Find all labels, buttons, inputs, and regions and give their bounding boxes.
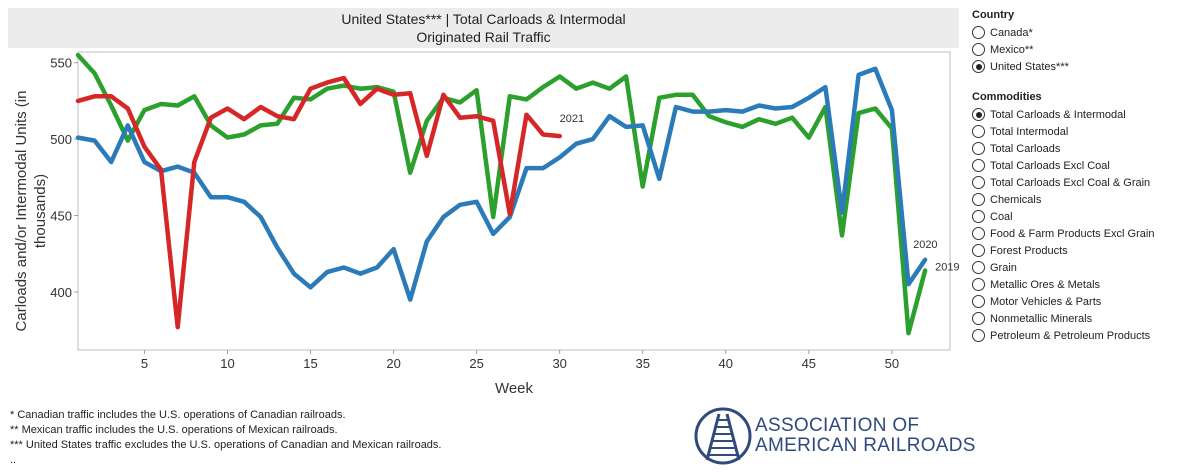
logo-line2: AMERICAN RAILROADS bbox=[755, 436, 976, 456]
commodity-option[interactable]: Nonmetallic Minerals bbox=[972, 310, 1197, 327]
logo-wordmark: ASSOCIATION OF AMERICAN RAILROADS bbox=[755, 416, 976, 456]
commodity-option[interactable]: Petroleum & Petroleum Products bbox=[972, 327, 1197, 344]
commodity-option[interactable]: Forest Products bbox=[972, 242, 1197, 259]
y-tick-label: 400 bbox=[50, 285, 72, 300]
commodity-option[interactable]: Food & Farm Products Excl Grain bbox=[972, 225, 1197, 242]
y-tick-label: 500 bbox=[50, 132, 72, 147]
commodity-option[interactable]: Total Carloads Excl Coal & Grain bbox=[972, 174, 1197, 191]
commodity-option-label: Total Carloads bbox=[990, 143, 1060, 155]
logo-line1: ASSOCIATION OF bbox=[755, 416, 976, 436]
x-tick-label: 40 bbox=[719, 356, 733, 371]
x-tick-label: 10 bbox=[220, 356, 234, 371]
commodity-option[interactable]: Total Carloads & Intermodal bbox=[972, 106, 1197, 123]
railroad-track-icon bbox=[693, 404, 753, 468]
commodity-option-label: Total Intermodal bbox=[990, 126, 1068, 138]
radio-button-icon[interactable] bbox=[972, 176, 985, 189]
radio-button-icon[interactable] bbox=[972, 193, 985, 206]
radio-button-icon[interactable] bbox=[972, 43, 985, 56]
commodity-option-label: Grain bbox=[990, 262, 1017, 274]
y-tick-label: 450 bbox=[50, 209, 72, 224]
radio-button-icon[interactable] bbox=[972, 142, 985, 155]
radio-button-icon[interactable] bbox=[972, 278, 985, 291]
commodities-filter: Commodities Total Carloads & Intermodal T… bbox=[972, 91, 1197, 344]
commodity-option[interactable]: Chemicals bbox=[972, 191, 1197, 208]
radio-button-icon[interactable] bbox=[972, 244, 985, 257]
footnote: .. bbox=[10, 453, 441, 468]
commodity-option-label: Nonmetallic Minerals bbox=[990, 313, 1092, 325]
aar-logo: ASSOCIATION OF AMERICAN RAILROADS bbox=[693, 404, 953, 468]
x-tick-label: 50 bbox=[885, 356, 899, 371]
radio-button-icon[interactable] bbox=[972, 329, 985, 342]
radio-button-icon[interactable] bbox=[972, 159, 985, 172]
country-filter: Country Canada* Mexico** United States*** bbox=[972, 9, 1197, 75]
commodity-option[interactable]: Coal bbox=[972, 208, 1197, 225]
x-tick-label: 30 bbox=[552, 356, 566, 371]
country-filter-title: Country bbox=[972, 9, 1197, 21]
radio-button-icon[interactable] bbox=[972, 108, 985, 121]
commodity-option[interactable]: Total Carloads Excl Coal bbox=[972, 157, 1197, 174]
country-option-label: Mexico** bbox=[990, 44, 1033, 56]
series-end-label: 2021 bbox=[560, 113, 584, 125]
radio-button-icon[interactable] bbox=[972, 60, 985, 73]
footnote: ** Mexican traffic includes the U.S. ope… bbox=[10, 423, 441, 438]
country-option[interactable]: Canada* bbox=[972, 24, 1197, 41]
commodity-option-label: Metallic Ores & Metals bbox=[990, 279, 1100, 291]
x-tick-label: 15 bbox=[303, 356, 317, 371]
x-tick-label: 5 bbox=[141, 356, 148, 371]
series-end-label: 2020 bbox=[913, 239, 937, 251]
y-tick-label: 550 bbox=[50, 56, 72, 71]
commodity-option-label: Motor Vehicles & Parts bbox=[990, 296, 1101, 308]
radio-button-icon[interactable] bbox=[972, 312, 985, 325]
commodity-option[interactable]: Motor Vehicles & Parts bbox=[972, 293, 1197, 310]
commodity-option[interactable]: Total Intermodal bbox=[972, 123, 1197, 140]
commodity-option[interactable]: Metallic Ores & Metals bbox=[972, 276, 1197, 293]
radio-button-icon[interactable] bbox=[972, 261, 985, 274]
x-tick-label: 25 bbox=[469, 356, 483, 371]
radio-button-icon[interactable] bbox=[972, 210, 985, 223]
commodity-option[interactable]: Grain bbox=[972, 259, 1197, 276]
radio-button-icon[interactable] bbox=[972, 26, 985, 39]
radio-button-icon[interactable] bbox=[972, 125, 985, 138]
commodity-option-label: Petroleum & Petroleum Products bbox=[990, 330, 1150, 342]
commodities-filter-title: Commodities bbox=[972, 91, 1197, 103]
x-tick-label: 45 bbox=[802, 356, 816, 371]
country-option[interactable]: Mexico** bbox=[972, 41, 1197, 58]
commodity-option-label: Total Carloads Excl Coal bbox=[990, 160, 1110, 172]
footnote: * Canadian traffic includes the U.S. ope… bbox=[10, 408, 441, 423]
country-option-label: United States*** bbox=[990, 61, 1069, 73]
x-tick-label: 20 bbox=[386, 356, 400, 371]
line-chart: 5 10 15 20 25 30 35 40 45 50 400 450 500 550 Week Carlo… bbox=[0, 0, 962, 405]
x-axis-label: Week bbox=[495, 380, 534, 397]
y-axis-label-line: Carloads and/or Intermodal Units (in bbox=[13, 91, 30, 332]
x-tick-label: 35 bbox=[635, 356, 649, 371]
commodity-option-label: Forest Products bbox=[990, 245, 1068, 257]
series-line-2021 bbox=[78, 78, 560, 327]
series-line-2019 bbox=[78, 55, 925, 333]
footnotes: * Canadian traffic includes the U.S. ope… bbox=[10, 408, 441, 468]
commodity-option-label: Chemicals bbox=[990, 194, 1041, 206]
radio-button-icon[interactable] bbox=[972, 295, 985, 308]
country-option-label: Canada* bbox=[990, 27, 1033, 39]
commodity-option-label: Total Carloads Excl Coal & Grain bbox=[990, 177, 1150, 189]
series-end-label: 2019 bbox=[935, 262, 959, 274]
radio-button-icon[interactable] bbox=[972, 227, 985, 240]
commodity-option-label: Food & Farm Products Excl Grain bbox=[990, 228, 1154, 240]
commodity-option-label: Coal bbox=[990, 211, 1013, 223]
country-option[interactable]: United States*** bbox=[972, 58, 1197, 75]
footnote: *** United States traffic excludes the U… bbox=[10, 438, 441, 453]
commodity-option-label: Total Carloads & Intermodal bbox=[990, 109, 1126, 121]
commodity-option[interactable]: Total Carloads bbox=[972, 140, 1197, 157]
series-line-2020 bbox=[78, 69, 925, 300]
y-axis-label-line: thousands) bbox=[32, 174, 49, 248]
